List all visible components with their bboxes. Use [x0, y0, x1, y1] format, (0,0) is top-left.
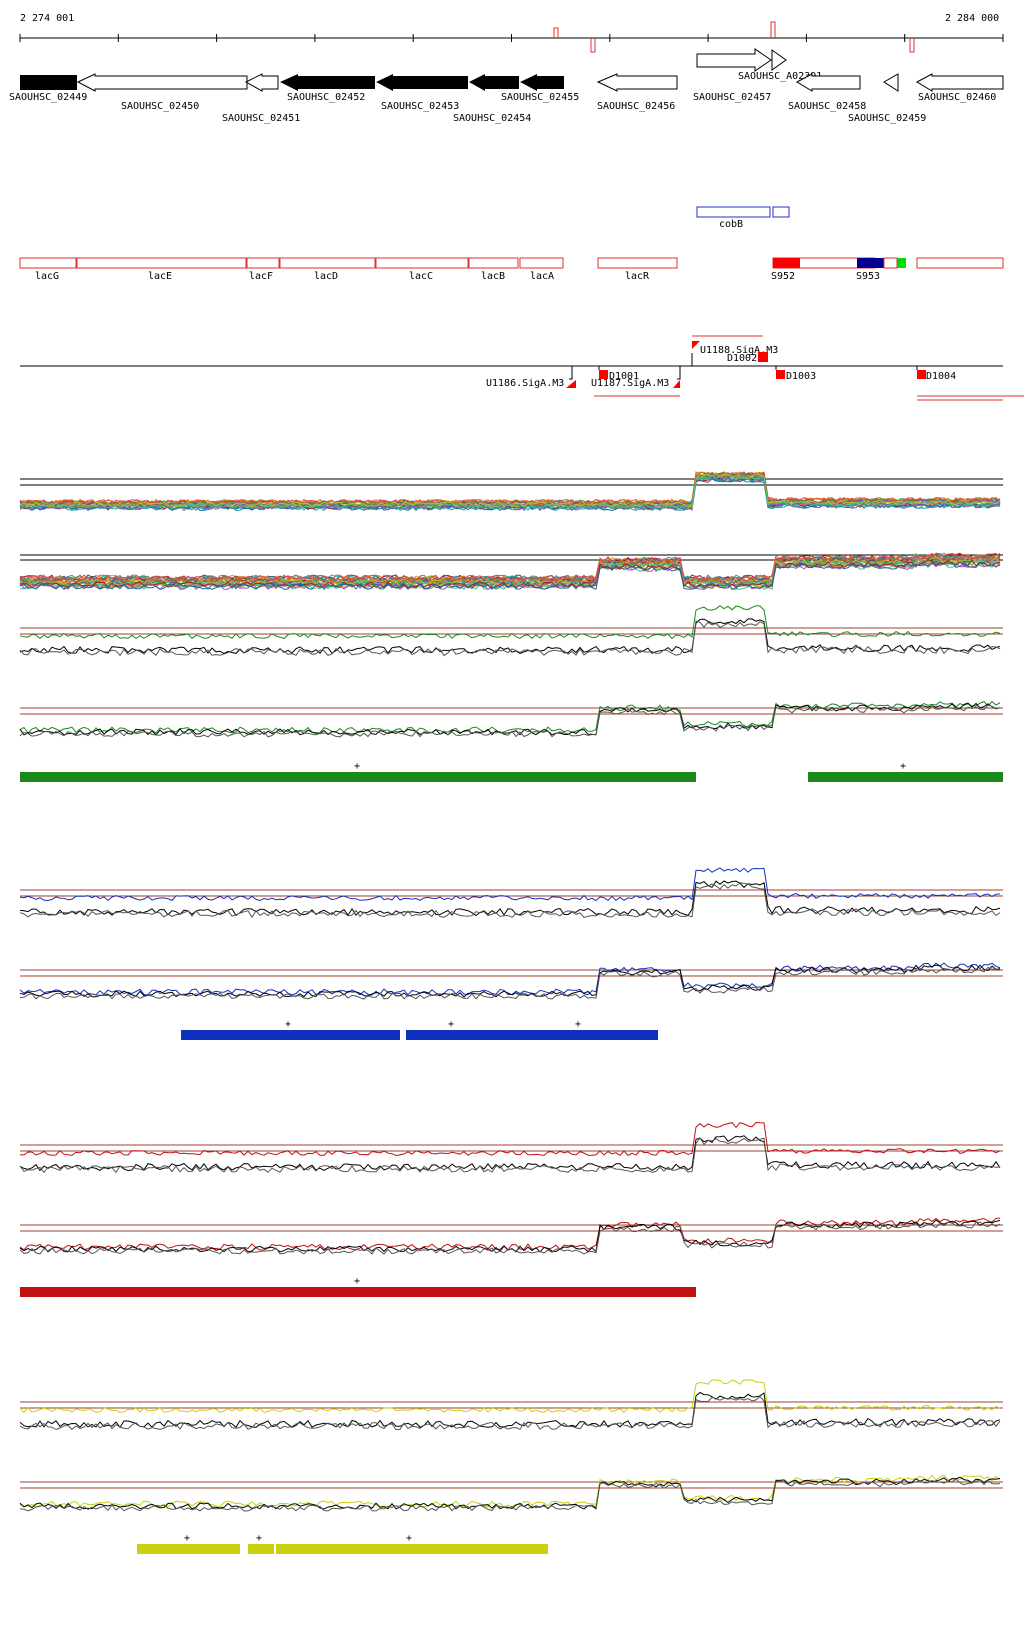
gene-label: SAOUHSC_02456	[597, 101, 675, 112]
profile-black	[19, 1221, 1001, 1255]
annotation-label: S953	[856, 271, 880, 282]
annotation-label: lacD	[314, 271, 338, 282]
profile-red	[19, 1217, 1001, 1251]
gene-label: SAOUHSC_02455	[501, 92, 579, 103]
promoter-label: U1187.SigA.M3	[591, 378, 669, 389]
profile-green	[19, 700, 1001, 734]
gene-label: SAOUHSC_02454	[453, 113, 531, 124]
sample-profile	[19, 477, 1001, 512]
gene-arrow	[76, 73, 248, 92]
segment-track-red[interactable]: +	[20, 1276, 696, 1297]
profile-black	[19, 1137, 1001, 1174]
profile-black	[19, 966, 1001, 1000]
promoter-track[interactable]: U1186.SigA.M3 D1001 U1187.SigA.M3 U1188.…	[20, 335, 1024, 401]
sample-profile	[19, 471, 1001, 506]
sample-profile	[19, 474, 1001, 509]
profile-black	[19, 618, 1001, 655]
promoter-label: D1003	[786, 371, 816, 382]
profile-green	[19, 605, 1001, 640]
segment-mark: +	[900, 761, 906, 772]
segment-track-blue[interactable]: + + +	[181, 1019, 658, 1040]
annotation-label: lacR	[625, 271, 650, 282]
gene-label: SAOUHSC_02451	[222, 113, 300, 124]
gene-arrow	[244, 73, 279, 92]
gene-arrow	[771, 49, 787, 71]
gene-track[interactable]: SAOUHSC_02449 SAOUHSC_02450 SAOUHSC_0245…	[9, 48, 1004, 124]
sample-profile	[19, 476, 1001, 512]
annotation-label: S952	[771, 271, 795, 282]
annotation-label: lacB	[481, 271, 505, 282]
profile-black	[19, 1391, 1001, 1429]
segment-mark: +	[448, 1019, 454, 1030]
sample-profile	[19, 560, 1001, 591]
ruler-marks	[553, 21, 915, 53]
gene-arrow	[20, 75, 77, 90]
ruler-ticks	[19, 34, 1004, 42]
segment-mark: +	[285, 1019, 291, 1030]
profile-black	[19, 880, 1001, 917]
gene-arrow	[280, 74, 375, 91]
coordinate-end-label: 2 284 000	[945, 13, 1000, 24]
S952-block	[773, 258, 800, 268]
annotation-label: lacC	[409, 271, 433, 282]
S953-tail	[897, 258, 906, 268]
coordinate-start-label: 2 274 001	[20, 13, 75, 24]
gene-arrow	[376, 74, 468, 91]
segment-mark: +	[354, 761, 360, 772]
gene-label: SAOUHSC_02457	[693, 92, 771, 103]
segment-track-yellow[interactable]: + + +	[137, 1533, 548, 1554]
promoter-label: D1004	[926, 371, 956, 382]
gene-arrow	[469, 74, 519, 91]
gene-label: SAOUHSC_02458	[788, 101, 866, 112]
profile-black	[19, 1395, 1001, 1431]
promoter-label: D1002	[727, 353, 757, 364]
gene-arrow	[520, 74, 564, 91]
gene-label: SAOUHSC_02453	[381, 101, 459, 112]
gene-label: SAOUHSC_02450	[121, 101, 199, 112]
gene-label: SAOUHSC_02460	[918, 92, 996, 103]
promoter-label: D1001	[609, 371, 639, 382]
segment-mark: +	[354, 1276, 360, 1287]
segment-mark: +	[406, 1533, 412, 1544]
segment-mark: +	[184, 1533, 190, 1544]
coordinate-ruler	[19, 21, 1004, 53]
profile-black	[19, 1135, 1001, 1172]
gene-arrow	[596, 73, 678, 92]
profile-black	[19, 1478, 1001, 1512]
profile-red	[19, 1121, 1001, 1157]
expression-tracks[interactable]	[19, 470, 1003, 1512]
profile-black	[19, 882, 1001, 919]
annotation-label: lacF	[249, 271, 273, 282]
profile-black	[19, 620, 1001, 657]
segment-mark: +	[575, 1019, 581, 1030]
sample-profile	[19, 552, 1001, 583]
gene-arrow	[696, 48, 772, 72]
profile-yellow	[19, 1379, 1001, 1414]
cobB-track[interactable]: cobB	[696, 206, 790, 230]
operon-track[interactable]: lacG lacE lacF lacD lacC lacB lacA lacR …	[19, 257, 1004, 282]
promoter-label: U1188.SigA.M3	[700, 345, 778, 356]
gene-label: SAOUHSC_02452	[287, 92, 365, 103]
annotation-label: cobB	[719, 219, 743, 230]
annotation-label: lacE	[148, 271, 172, 282]
profile-blue	[19, 962, 1001, 996]
annotation-label: lacG	[35, 271, 59, 282]
annotation-label: lacA	[530, 271, 554, 282]
gene-label: SAOUHSC_02449	[9, 92, 87, 103]
profile-blue	[19, 867, 1001, 902]
gene-arrow	[795, 73, 861, 92]
segment-track-green[interactable]: + +	[20, 761, 1003, 782]
gene-label: SAOUHSC_A02391	[738, 71, 822, 82]
segment-mark: +	[256, 1533, 262, 1544]
gene-arrow	[915, 73, 1004, 92]
sample-profile	[19, 558, 1001, 588]
S953-block	[857, 258, 884, 268]
profile-yellow	[19, 1474, 1001, 1508]
gene-label: SAOUHSC_02459	[848, 113, 926, 124]
promoter-label: U1186.SigA.M3	[486, 378, 564, 389]
gene-arrow	[883, 73, 899, 92]
profile-black	[19, 704, 1001, 738]
